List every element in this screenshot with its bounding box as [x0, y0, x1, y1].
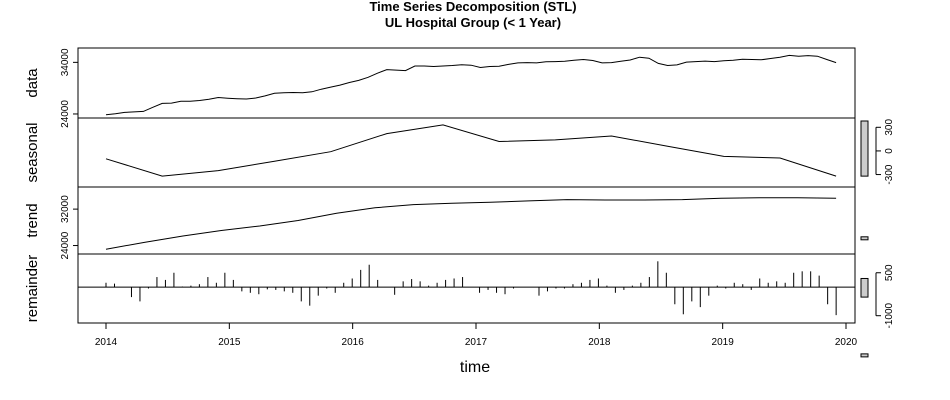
panel-seasonal: -300 0 300 seasonal	[24, 117, 895, 188]
y-tick-label: 24000	[60, 100, 71, 128]
series-line-trend	[105, 197, 837, 250]
y-tick-label: 0	[884, 148, 895, 154]
y-tick-label: 32000	[60, 195, 71, 223]
x-axis: 2014 2015 2016 2017 2018 2019 2020	[95, 322, 858, 348]
scale-bar-seasonal	[860, 120, 869, 177]
x-tick-label: 2014	[95, 337, 118, 348]
x-tick-label: 2017	[465, 337, 488, 348]
panel-title-data: data	[24, 68, 41, 98]
panel-trend: 24000 32000 trend	[24, 186, 869, 358]
panel-title-remainder: remainder	[24, 255, 41, 323]
x-tick-label: 2016	[342, 337, 365, 348]
series-line-data	[105, 54, 837, 116]
y-tick-label: 24000	[60, 231, 71, 259]
chart-title: Time Series Decomposition (STL)	[369, 0, 576, 14]
series-line-seasonal	[105, 124, 837, 177]
x-tick-label: 2018	[588, 337, 611, 348]
scale-bar-data	[860, 236, 869, 241]
y-tick-label: 300	[884, 119, 895, 136]
x-axis-label: time	[460, 359, 490, 376]
chart-subtitle: UL Hospital Group (< 1 Year)	[385, 15, 561, 30]
panel-frame-trend	[77, 186, 856, 255]
panel-frame-data	[77, 47, 856, 119]
panel-title-trend: trend	[24, 203, 41, 237]
x-tick-label: 2015	[218, 337, 241, 348]
panel-remainder: -1000 500 remainder	[24, 253, 895, 328]
scale-bar-remainder	[860, 277, 869, 298]
y-tick-label: 34000	[60, 48, 71, 76]
scale-bar-trend	[860, 353, 869, 358]
x-tick-label: 2019	[712, 337, 735, 348]
panel-frame-seasonal	[77, 117, 856, 188]
x-tick-label: 2020	[835, 337, 858, 348]
panel-title-seasonal: seasonal	[24, 122, 41, 182]
panel-data: 24000 34000 data	[24, 47, 869, 241]
y-tick-label: 500	[884, 264, 895, 281]
y-tick-label: -1000	[884, 302, 895, 328]
y-tick-label: -300	[884, 164, 895, 184]
panels-group: 24000 34000 data -300 0 300 seasonal 24000 32000…	[24, 47, 895, 358]
panel-frame-remainder	[77, 253, 856, 324]
